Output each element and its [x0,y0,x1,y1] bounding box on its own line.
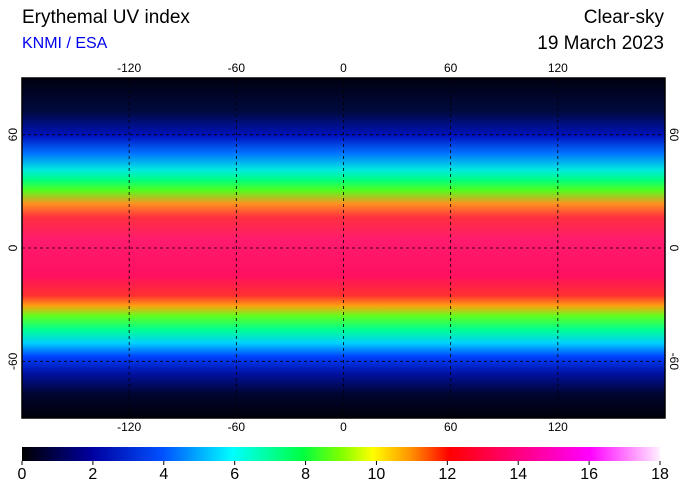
colorbar-tick-label: 4 [159,466,168,483]
lat-tick-label-right: 0 [667,245,681,252]
lon-tick-label-bottom: 60 [444,420,458,434]
lat-tick-label-right: -60 [667,353,681,371]
lon-tick-label-bottom: -60 [228,420,246,434]
lat-tick-label-left: 0 [6,244,20,251]
colorbar-tick-label: 6 [230,466,239,483]
lon-tick-label-top: 0 [340,61,347,75]
colorbar-tick-label: 14 [509,466,527,483]
colorbar-tick-label: 10 [368,466,386,483]
colorbar-tick-label: 18 [651,466,669,483]
source: KNMI / ESA [22,35,108,52]
lon-tick-label-top: -60 [228,61,246,75]
lon-tick-label-bottom: 120 [548,420,568,434]
colorbar-tick-label: 16 [580,466,598,483]
colorbar-tick-label: 12 [438,466,456,483]
lat-tick-label-right: 60 [667,128,681,142]
map-frame [21,77,666,419]
lat-tick-label-left: 60 [6,128,20,142]
colorbar-tick-label: 0 [18,466,27,483]
lon-tick-label-top: 120 [548,61,568,75]
lat-tick-label-left: -60 [6,352,20,370]
title: Erythemal UV index [22,7,190,28]
colorbar-tick-label: 2 [88,466,97,483]
colorbar [22,447,660,461]
overlay: -120 -120 -60 -60 0 0 60 60 120 120 60 60 0 0 -60 -60 0 2… [6,61,681,483]
date: 19 March 2023 [537,33,664,54]
lon-tick-label-bottom: -120 [117,420,141,434]
condition: Clear-sky [584,7,665,28]
lon-tick-label-top: -120 [117,61,141,75]
colorbar-tick-label: 8 [301,466,310,483]
lon-tick-label-top: 60 [444,61,458,75]
lon-tick-label-bottom: 0 [340,420,347,434]
